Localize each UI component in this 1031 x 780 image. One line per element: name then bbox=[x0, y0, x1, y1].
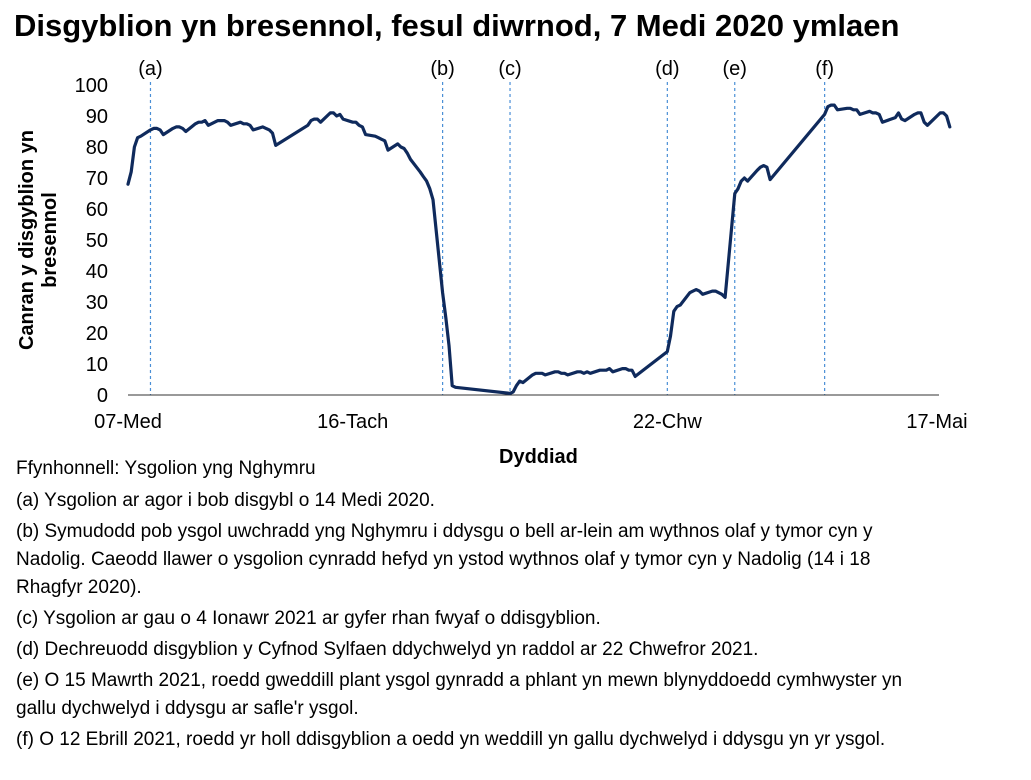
event-label: (e) bbox=[723, 58, 747, 80]
footnote-c: (c) Ysgolion ar gau o 4 Ionawr 2021 ar g… bbox=[16, 608, 601, 629]
footnote-f: (f) O 12 Ebrill 2021, roedd yr holl ddis… bbox=[16, 729, 886, 750]
y-tick-label: 60 bbox=[86, 199, 108, 221]
series-line bbox=[126, 103, 952, 395]
x-tick-label: 16-Tach bbox=[317, 411, 388, 433]
x-axis-title: Dyddiad bbox=[499, 446, 578, 468]
event-label: (a) bbox=[138, 58, 162, 80]
footnotes: (a) Ysgolion ar agor i bob disgybl o 14 … bbox=[16, 487, 1028, 757]
y-axis-title: Canran y disgyblion yn bresennol bbox=[16, 129, 61, 351]
event-label: (f) bbox=[815, 58, 834, 80]
y-tick-label: 100 bbox=[75, 75, 108, 97]
y-tick-label: 10 bbox=[86, 354, 108, 376]
line-chart: (a) (b) (c) (d) (e) (f) 0 10 20 30 40 50 60 70 80 90 10… bbox=[75, 58, 968, 433]
footnote-d: (d) Dechreuodd disgyblion y Cyfnod Sylfa… bbox=[16, 639, 759, 660]
y-tick-label: 80 bbox=[86, 137, 108, 159]
y-tick-label: 0 bbox=[97, 385, 108, 407]
source-note: Ffynhonnell: Ysgolion yng Nghymru bbox=[16, 458, 316, 479]
y-tick-label: 20 bbox=[86, 323, 108, 345]
x-tick-label: 07-Med bbox=[94, 411, 162, 433]
event-label: (c) bbox=[498, 58, 521, 80]
footnote-a: (a) Ysgolion ar agor i bob disgybl o 14 … bbox=[16, 490, 435, 511]
event-markers: (a) (b) (c) (d) (e) (f) bbox=[138, 58, 834, 395]
y-tick-label: 50 bbox=[86, 230, 108, 252]
footnote-b: (b) Symudodd pob ysgol uwchradd yng Nghy… bbox=[16, 521, 873, 598]
footnote-e: (e) O 15 Mawrth 2021, roedd gweddill pla… bbox=[16, 670, 903, 719]
x-tick-label: 22-Chw bbox=[633, 411, 702, 433]
y-tick-label: 30 bbox=[86, 292, 108, 314]
y-tick-label: 40 bbox=[86, 261, 108, 283]
event-label: (d) bbox=[655, 58, 679, 80]
y-tick-label: 90 bbox=[86, 106, 108, 128]
x-tick-label: 17-Mai bbox=[906, 411, 967, 433]
chart-title: Disgyblion yn bresennol, fesul diwrnod, … bbox=[14, 8, 900, 43]
event-label: (b) bbox=[430, 58, 454, 80]
y-tick-label: 70 bbox=[86, 168, 108, 190]
axes: 0 10 20 30 40 50 60 70 80 90 100 07-Med 16-Tach 22-Ch… bbox=[75, 75, 968, 433]
series bbox=[126, 103, 952, 395]
